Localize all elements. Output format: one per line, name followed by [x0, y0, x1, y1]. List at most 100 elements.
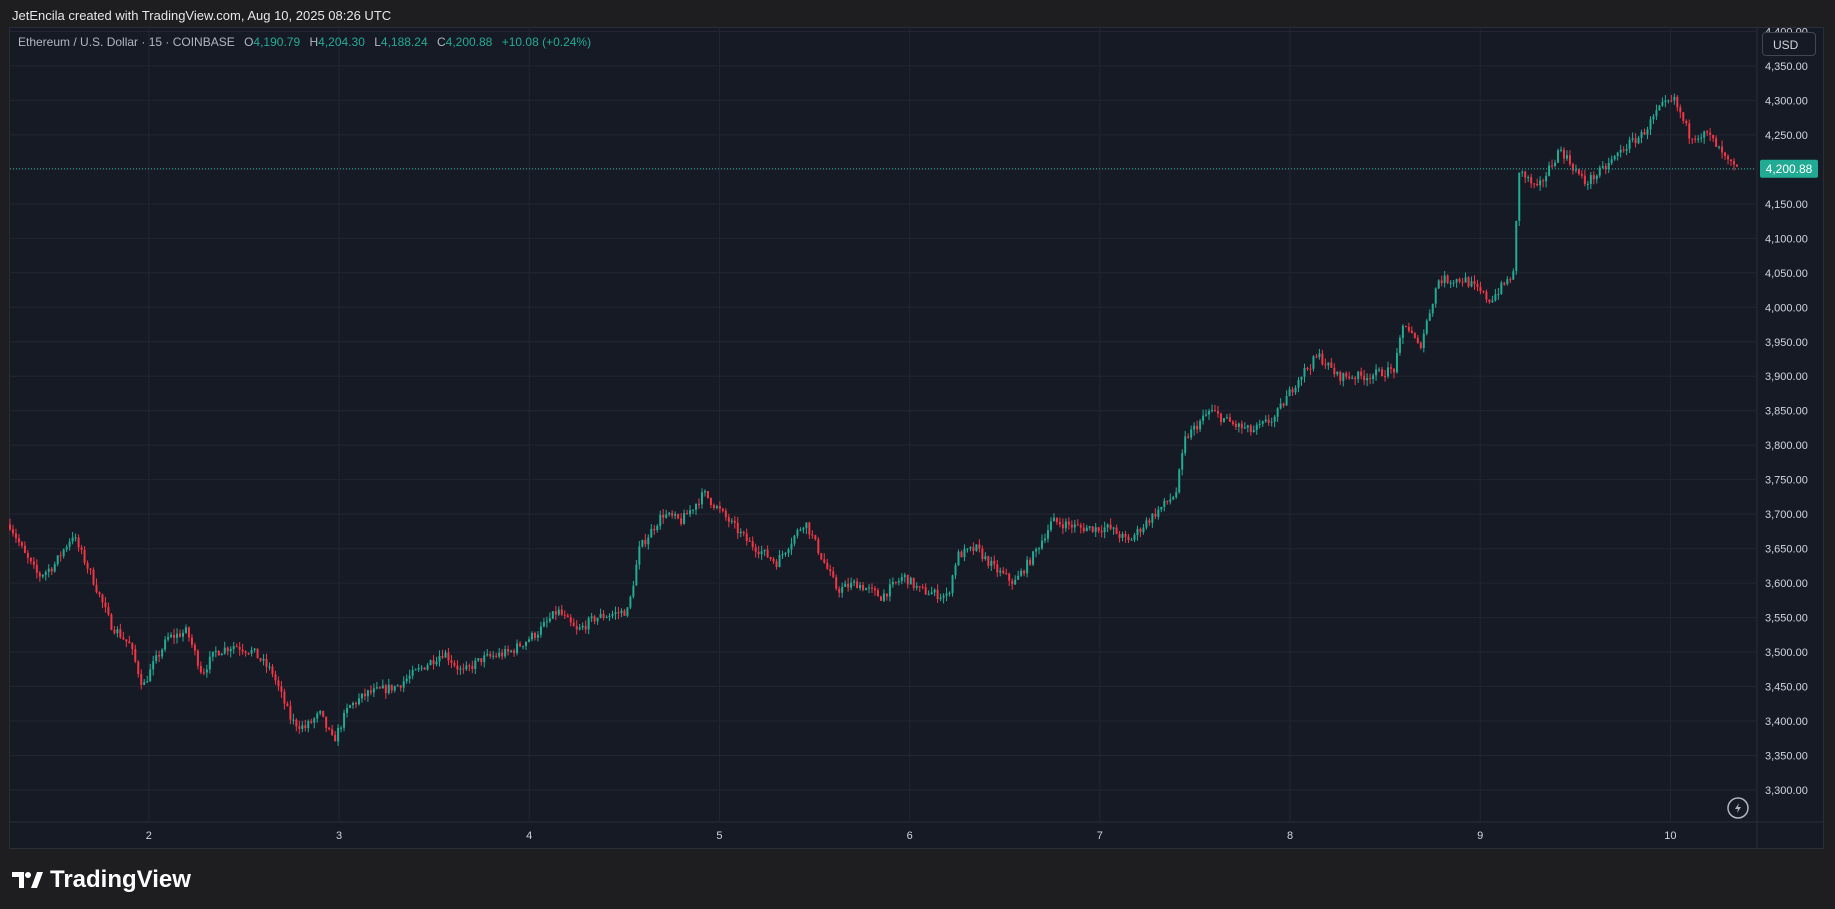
candle-body: [280, 686, 283, 692]
tradingview-logo-icon: [12, 872, 43, 888]
candle-body: [38, 572, 41, 577]
candle-body: [1222, 418, 1225, 422]
candle-body: [945, 593, 948, 596]
candle-body: [1440, 280, 1443, 283]
candle-body: [1410, 330, 1413, 334]
candle-body: [17, 538, 20, 543]
candle-body: [1169, 499, 1172, 502]
candle-body: [1008, 573, 1011, 581]
candle-body: [1446, 275, 1449, 283]
candle-body: [265, 658, 268, 667]
candle-body: [870, 587, 873, 589]
candle-body: [814, 535, 817, 540]
candle-body: [1724, 152, 1727, 157]
candle-body: [161, 649, 164, 657]
candle-body: [847, 583, 850, 588]
tradingview-logo[interactable]: TradingView: [12, 866, 191, 894]
candle-body: [1378, 369, 1381, 371]
candle-body: [71, 537, 74, 542]
candle-body: [1428, 313, 1431, 321]
candle-body: [1476, 284, 1479, 287]
candle-body: [1219, 413, 1222, 422]
candle-body: [1574, 169, 1577, 171]
candle-body: [1548, 165, 1551, 176]
candle-body: [53, 564, 56, 572]
candle-body: [1384, 376, 1387, 378]
candle-body: [349, 705, 352, 708]
candle-body: [1297, 379, 1300, 388]
candle-body: [1527, 177, 1530, 179]
candle-body: [638, 546, 641, 565]
candle-body: [1267, 419, 1270, 423]
candle-body: [1479, 286, 1482, 292]
candle-body: [1589, 175, 1592, 185]
candle-body: [865, 588, 868, 591]
last-price-tag-text: 4,200.88: [1766, 162, 1813, 176]
candle-body: [1348, 376, 1351, 379]
candle-body: [736, 522, 739, 534]
candle-body: [1676, 96, 1679, 108]
candle-body: [369, 690, 372, 693]
candle-body: [360, 693, 363, 699]
candle-body: [1562, 149, 1565, 159]
candle-body: [513, 650, 516, 653]
symbol-title[interactable]: Ethereum / U.S. Dollar · 15 · COINBASE: [18, 35, 235, 49]
candle-body: [775, 561, 778, 568]
candle-body: [1133, 535, 1136, 540]
candle-body: [1703, 131, 1706, 138]
candle-body: [89, 568, 92, 570]
chart-frame[interactable]: [9, 27, 1824, 849]
candle-body: [1372, 375, 1375, 380]
candle-body: [1640, 132, 1643, 138]
candle-body: [1351, 377, 1354, 379]
candle-body: [1401, 325, 1404, 338]
candle-body: [1354, 377, 1357, 380]
candle-body: [885, 593, 888, 597]
candle-body: [516, 643, 519, 653]
candle-body: [1249, 425, 1252, 433]
candle-body: [1234, 423, 1237, 427]
candle-body: [1461, 281, 1464, 283]
candle-body: [44, 571, 47, 575]
candle-body: [999, 570, 1002, 573]
candle-body: [644, 540, 647, 545]
candle-body: [972, 547, 975, 551]
candle-body: [59, 555, 62, 557]
candle-body: [760, 551, 763, 555]
candle-body: [1017, 575, 1020, 580]
candle-body: [1240, 423, 1243, 429]
candle-body: [1425, 320, 1428, 334]
candle-body: [372, 688, 375, 693]
candle-body: [1208, 411, 1211, 415]
low-value: 4,188.24: [380, 35, 428, 49]
candle-body: [435, 661, 438, 665]
candle-body: [981, 548, 984, 560]
candle-body: [98, 592, 101, 595]
candle-body: [1664, 100, 1667, 102]
candle-body: [363, 693, 366, 697]
candle-body: [1730, 159, 1733, 162]
candle-body: [1002, 570, 1005, 574]
candle-body: [680, 518, 683, 524]
candle-body: [853, 581, 856, 583]
candle-body: [179, 633, 182, 637]
candle-body: [1318, 353, 1321, 358]
change-value: +10.08 (+0.24%): [501, 35, 592, 49]
candle-body: [202, 672, 205, 674]
candle-body: [1291, 389, 1294, 393]
candle-body: [510, 650, 513, 652]
candle-body: [1735, 164, 1738, 167]
candle-body: [1395, 352, 1398, 373]
candle-body: [241, 649, 244, 652]
candle-body: [1595, 175, 1598, 180]
currency-button[interactable]: USD: [1762, 32, 1816, 56]
candle-body: [507, 649, 510, 652]
candle-body: [199, 665, 202, 673]
candle-body: [128, 641, 131, 644]
candle-body: [1655, 110, 1658, 117]
candle-body: [575, 626, 578, 630]
candle-body: [799, 529, 802, 531]
candle-body: [1622, 149, 1625, 151]
candle-body: [396, 685, 399, 687]
